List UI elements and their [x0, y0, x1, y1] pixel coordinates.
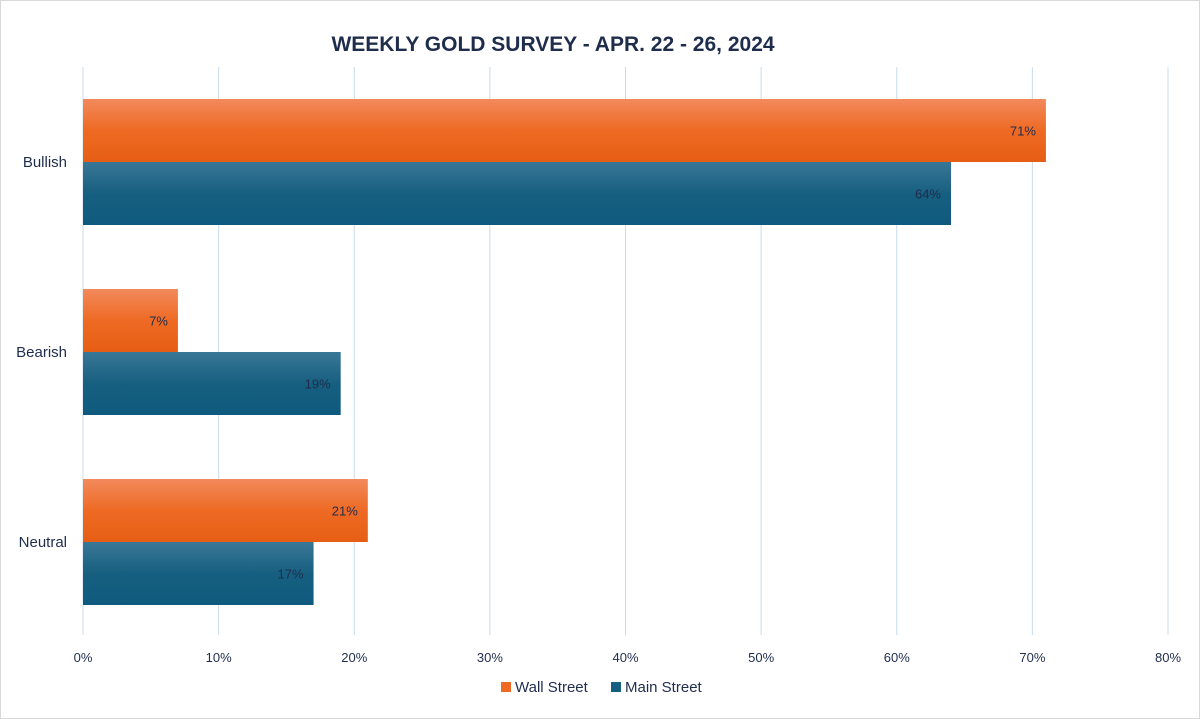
bar	[83, 352, 341, 415]
legend-entry: Wall Street	[515, 679, 589, 696]
bar	[83, 479, 368, 542]
x-tick-label: 80%	[1155, 650, 1181, 665]
legend-swatch	[501, 682, 511, 692]
legend-entry: Main Street	[625, 679, 703, 696]
data-label: 21%	[332, 504, 358, 519]
data-label: 71%	[1010, 124, 1036, 139]
x-tick-label: 20%	[341, 650, 367, 665]
legend: Wall Street Main Street	[501, 679, 703, 696]
category-label: Bearish	[16, 344, 67, 361]
data-label: 64%	[915, 187, 941, 202]
x-tick-label: 0%	[74, 650, 93, 665]
bars: 71% 64% 7% 19% 21% 17%	[83, 99, 1046, 605]
x-tick-label: 70%	[1019, 650, 1045, 665]
bar	[83, 99, 1046, 162]
chart-title: WEEKLY GOLD SURVEY - APR. 22 - 26, 2024	[331, 33, 774, 56]
x-tick-label: 40%	[612, 650, 638, 665]
legend-swatch	[611, 682, 621, 692]
category-labels: Bullish Bearish Neutral	[16, 154, 67, 551]
x-tick-label: 60%	[884, 650, 910, 665]
category-label: Neutral	[19, 534, 67, 551]
x-tick-label: 10%	[206, 650, 232, 665]
data-label: 19%	[305, 377, 331, 392]
x-tick-label: 50%	[748, 650, 774, 665]
data-label: 17%	[278, 567, 304, 582]
category-label: Bullish	[23, 154, 67, 171]
x-tick-labels: 0% 10% 20% 30% 40% 50% 60% 70% 80%	[74, 650, 1182, 665]
data-label: 7%	[149, 314, 168, 329]
bar	[83, 289, 178, 352]
bar	[83, 542, 314, 605]
x-tick-label: 30%	[477, 650, 503, 665]
bar	[83, 162, 951, 225]
